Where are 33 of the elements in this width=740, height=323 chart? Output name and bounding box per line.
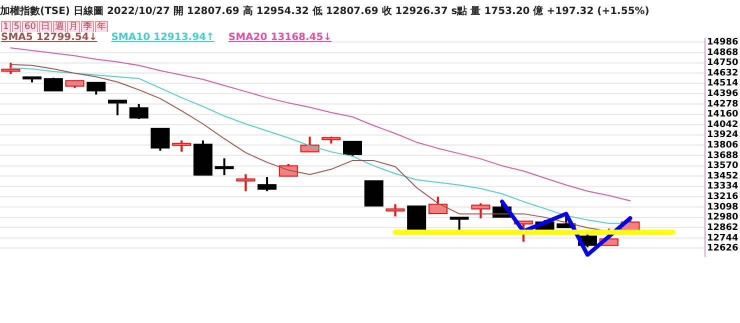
text: 週 [52,21,66,33]
y-tick-label: 13452 [707,171,738,182]
y-tick-label: 14396 [707,89,738,100]
text: SMA5 12799.54↓ [1,32,98,43]
y-tick-label: 14986 [707,38,738,48]
text: SMA10 12913.94↑ [111,32,214,43]
y-tick-label: 13806 [707,140,738,151]
y-tick-label: 14278 [707,99,738,110]
text: 5 [12,21,22,33]
text: 年 [94,21,108,33]
text: 60 [22,21,38,33]
y-tick-label: 13688 [707,150,738,161]
chart-title: 加權指數(TSE) 日線圖 2022/10/27 開 12807.69 高 12954.32 低 12807.69 收 12926.37 s點 量 1753.20 億 +197.32 (+1.55%) [0,4,650,18]
text: 日 [38,21,52,33]
y-tick-label: 13216 [707,192,738,202]
y-tick-label: 14632 [707,68,738,78]
y-tick-label: 12626 [707,244,738,254]
y-tick-label: 13924 [707,130,738,140]
y-tick-label: 13098 [707,202,738,212]
y-tick-label: 14042 [707,120,738,130]
y-tick-label: 14514 [707,78,738,89]
y-tick-label: 12862 [707,222,738,233]
text: SMA20 13168.45↓ [228,32,332,43]
text: 1 [1,21,11,33]
y-tick-label: 14868 [707,48,738,58]
y-tick-label: 13570 [707,161,738,172]
y-tick-label: 12744 [707,233,738,244]
y-tick-label: 14160 [707,110,738,120]
text: 月 [66,21,80,33]
y-tick-label: 14750 [707,58,738,68]
text: 季 [80,21,94,33]
y-tick-label: 12980 [707,212,738,223]
y-tick-label: 13334 [707,182,738,192]
